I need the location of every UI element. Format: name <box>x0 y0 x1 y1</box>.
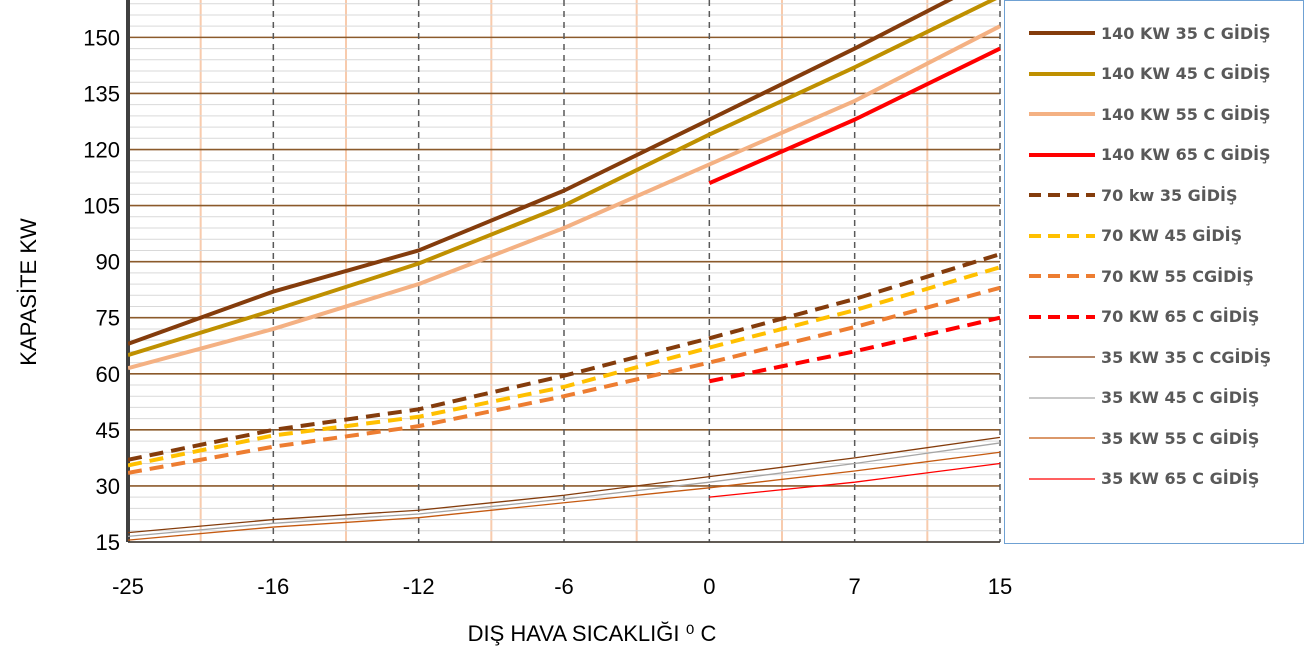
legend-swatch <box>1029 193 1095 197</box>
x-tick-label: -16 <box>257 574 289 599</box>
y-tick-label: 15 <box>96 530 120 555</box>
series-line <box>128 0 954 346</box>
legend-label: 35 KW 45 C GİDİŞ <box>1101 388 1260 407</box>
legend-label: 35 KW 35 C CGİDİŞ <box>1101 347 1272 367</box>
legend-label: 70 kw 35 GİDİŞ <box>1101 185 1238 205</box>
y-tick-label: 30 <box>96 474 120 499</box>
legend: 140 KW 35 C GİDİŞ 140 KW 45 C GİDİŞ 140 KW… <box>1004 0 1304 544</box>
legend-swatch <box>1029 274 1095 278</box>
legend-swatch <box>1029 437 1095 439</box>
y-tick-label: 75 <box>96 306 120 331</box>
x-tick-label: -12 <box>403 574 435 599</box>
legend-label: 70 KW 45 GİDİŞ <box>1101 226 1243 245</box>
x-tick-label: 7 <box>849 574 861 599</box>
legend-label: 140 KW 45 C GİDİŞ <box>1101 64 1271 83</box>
legend-swatch <box>1029 71 1095 76</box>
series-line <box>128 0 997 358</box>
series-line <box>128 285 1001 475</box>
series-line <box>128 252 1001 462</box>
legend-swatch <box>1029 152 1095 157</box>
axes <box>126 0 1000 543</box>
legend-item: 140 KW 45 C GİDİŞ <box>1025 62 1271 86</box>
legend-label: 70 KW 55 CGİDİŞ <box>1101 266 1254 286</box>
legend-label: 140 KW 35 C GİDİŞ <box>1101 23 1271 43</box>
legend-label: 35 KW 55 C GİDİŞ <box>1101 428 1260 448</box>
legend-item: 70 kw 35 GİDİŞ <box>1025 183 1238 207</box>
y-tick-label: 45 <box>96 418 120 443</box>
legend-swatch <box>1029 112 1095 116</box>
series-line <box>128 436 1001 534</box>
x-tick-label: 15 <box>988 574 1012 599</box>
y-tick-label: 120 <box>83 138 120 163</box>
major-vertical-gridlines <box>272 0 1001 542</box>
legend-item: 35 KW 65 C GİDİŞ <box>1025 467 1259 491</box>
series-line <box>128 265 1001 468</box>
legend-swatch <box>1029 314 1095 319</box>
legend-item: 35 KW 35 C CGİDİŞ <box>1025 345 1271 369</box>
legend-item: 35 KW 45 C GİDİŞ <box>1025 386 1259 410</box>
y-axis-title: KAPASİTE KW <box>16 218 41 366</box>
legend-item: 70 KW 45 GİDİŞ <box>1025 224 1242 248</box>
y-tick-labels: 15 30 45 60 75 90 105 120 135 150 <box>83 25 120 555</box>
legend-label: 70 KW 65 C GİDİŞ <box>1101 307 1260 326</box>
legend-item: 140 KW 65 C GİDİŞ <box>1025 143 1271 167</box>
legend-label: 140 KW 65 C GİDİŞ <box>1101 145 1271 164</box>
legend-item: 70 KW 65 C GİDİŞ <box>1025 305 1259 329</box>
series-line <box>128 24 1001 371</box>
legend-swatch <box>1029 31 1095 35</box>
legend-item: 140 KW 55 C GİDİŞ <box>1025 102 1271 126</box>
y-tick-label: 60 <box>96 362 120 387</box>
legend-swatch <box>1029 396 1095 399</box>
series-lines <box>128 0 1001 541</box>
series-line <box>128 442 1001 538</box>
x-axis-title: DIŞ HAVA SICAKLIĞI ⁰ C <box>468 621 717 646</box>
legend-swatch <box>1029 233 1095 238</box>
x-tick-labels: -25 -16 -12 -6 0 7 15 <box>112 574 1012 599</box>
y-tick-label: 135 <box>83 81 120 106</box>
x-tick-label: -6 <box>554 574 574 599</box>
legend-item: 140 KW 35 C GİDİŞ <box>1025 21 1271 45</box>
legend-swatch <box>1029 477 1095 480</box>
series-line <box>708 315 1001 384</box>
series-line <box>709 462 1001 498</box>
y-tick-label: 150 <box>83 25 120 50</box>
x-tick-label: -25 <box>112 574 144 599</box>
series-line <box>128 451 1001 541</box>
legend-label: 140 KW 55 C GİDİŞ <box>1101 104 1271 124</box>
legend-label: 35 KW 65 C GİDİŞ <box>1101 469 1260 488</box>
legend-swatch <box>1029 356 1095 358</box>
legend-item: 35 KW 55 C GİDİŞ <box>1025 426 1259 450</box>
y-tick-label: 105 <box>83 194 120 219</box>
y-tick-label: 90 <box>96 250 120 275</box>
series-line <box>708 46 1001 185</box>
x-tick-label: 0 <box>703 574 715 599</box>
legend-item: 70 KW 55 CGİDİŞ <box>1025 264 1254 288</box>
